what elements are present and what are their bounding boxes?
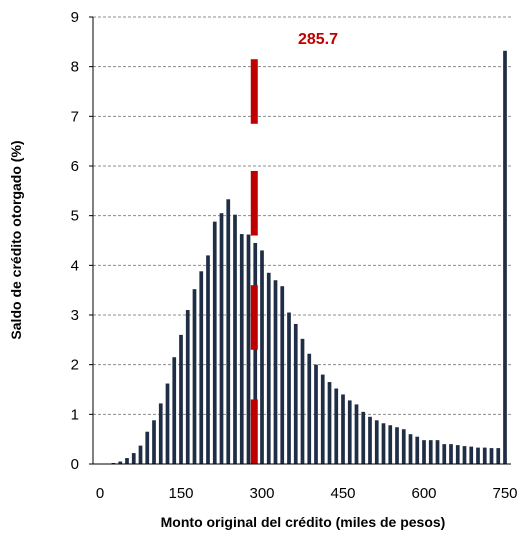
bar <box>482 447 487 464</box>
bar <box>449 444 453 464</box>
bar <box>199 271 204 464</box>
bar <box>179 334 183 464</box>
bar <box>226 199 231 464</box>
bar <box>320 374 325 464</box>
x-axis-title: Monto original del crédito (miles de pes… <box>161 514 446 530</box>
x-tick-label: 750 <box>492 485 517 502</box>
bar <box>462 446 467 464</box>
marker-label: 285.7 <box>298 31 338 48</box>
bar <box>435 440 440 464</box>
bar <box>368 416 372 464</box>
axes: 0 1 2 3 4 5 6 7 8 9 0 150 300 450 600 750 <box>71 9 518 502</box>
marker-line <box>250 59 258 464</box>
bar <box>381 423 386 464</box>
bar <box>347 400 352 464</box>
bar <box>341 394 345 464</box>
bar <box>131 453 136 464</box>
bar <box>354 404 359 464</box>
y-tick-label: 7 <box>71 108 79 125</box>
bar <box>327 382 332 464</box>
marker-segment <box>250 59 258 124</box>
bar <box>233 214 237 464</box>
marker-segment <box>250 170 258 236</box>
bar <box>219 213 224 464</box>
y-tick-label: 4 <box>71 257 79 274</box>
bar <box>192 289 197 464</box>
bar <box>422 440 426 464</box>
x-tick-label: 0 <box>96 485 104 502</box>
y-tick-label: 5 <box>71 208 79 225</box>
bar <box>395 427 399 464</box>
bar <box>388 425 393 464</box>
bar <box>361 411 366 464</box>
bar <box>118 461 123 464</box>
bar <box>408 434 413 464</box>
bar <box>287 312 291 464</box>
bar <box>428 440 433 464</box>
x-tick-label: 450 <box>330 485 355 502</box>
bar <box>307 353 312 464</box>
bar <box>415 436 420 464</box>
bar <box>314 364 318 464</box>
y-tick-label: 2 <box>71 357 79 374</box>
y-tick-label: 3 <box>71 307 79 324</box>
marker-segment <box>250 285 258 350</box>
bar <box>266 272 271 464</box>
bar <box>206 255 210 464</box>
bar <box>374 420 379 464</box>
bar <box>152 420 156 464</box>
y-tick-label: 8 <box>71 59 79 76</box>
x-tick-label: 300 <box>249 485 274 502</box>
bar <box>185 310 190 464</box>
y-tick-label: 1 <box>71 406 79 423</box>
bar <box>172 357 177 464</box>
bar <box>212 221 217 464</box>
bar <box>489 448 494 464</box>
y-axis-title: Saldo de crédito otorgado (%) <box>8 140 24 339</box>
bars <box>98 50 507 464</box>
bar <box>503 50 507 464</box>
bar <box>476 447 480 464</box>
y-tick-label: 6 <box>71 158 79 175</box>
bar <box>253 242 258 464</box>
bar <box>280 286 285 464</box>
bar <box>273 280 278 464</box>
bar <box>455 445 460 464</box>
bar <box>138 445 143 464</box>
y-tick-label: 0 <box>71 456 79 473</box>
bar <box>469 446 474 464</box>
bar <box>442 444 447 464</box>
bar <box>125 458 129 464</box>
x-tick-label: 600 <box>411 485 436 502</box>
marker-segment <box>250 399 258 464</box>
bar <box>158 403 163 464</box>
bar <box>496 448 501 464</box>
bar <box>300 338 305 464</box>
bar <box>401 429 406 464</box>
x-tick-label: 150 <box>168 485 193 502</box>
bar <box>239 234 244 464</box>
bar <box>145 431 150 464</box>
bar <box>293 323 298 464</box>
bar <box>246 234 251 464</box>
bar <box>334 388 339 464</box>
bar <box>165 383 170 464</box>
bar <box>260 250 264 464</box>
y-tick-label: 9 <box>71 9 79 26</box>
